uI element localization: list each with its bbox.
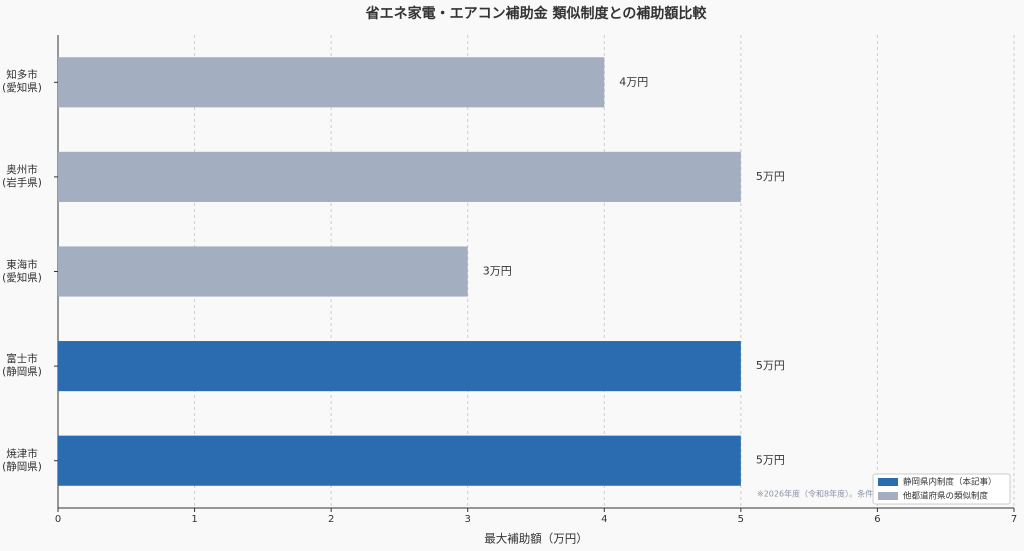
x-tick-label: 5 — [738, 514, 744, 525]
x-axis-label: 最大補助額（万円） — [484, 532, 588, 546]
value-label: 3万円 — [483, 265, 512, 278]
x-tick-label: 4 — [601, 514, 607, 525]
value-label: 5万円 — [756, 454, 785, 467]
value-label: 5万円 — [756, 359, 785, 372]
y-tick-label: 東海市 (愛知県) — [2, 258, 42, 284]
chart-title: 省エネ家電・エアコン補助金 類似制度との補助額比較 — [365, 5, 708, 22]
bar — [58, 246, 468, 297]
legend-swatch — [878, 478, 898, 486]
x-tick-label: 0 — [55, 514, 61, 525]
bar — [58, 151, 741, 202]
x-tick-label: 1 — [191, 514, 197, 525]
x-tick-label: 3 — [465, 514, 471, 525]
value-label: 4万円 — [619, 75, 648, 88]
legend-label: 静岡県内制度（本記事） — [903, 477, 997, 488]
legend-label: 他都道府県の類似制度 — [903, 491, 989, 502]
legend-box — [872, 473, 1011, 505]
bar — [58, 57, 605, 108]
y-tick-label: 富士市 (静岡県) — [2, 353, 42, 379]
y-tick-label: 知多市 (愛知県) — [2, 69, 42, 95]
x-tick-label: 7 — [1011, 514, 1017, 525]
legend-swatch — [878, 492, 898, 500]
y-tick-label: 焼津市 (静岡県) — [2, 447, 42, 473]
value-label: 5万円 — [756, 170, 785, 183]
bar — [58, 341, 741, 392]
y-tick-label: 奥州市 (岩手県) — [2, 163, 42, 189]
x-tick-label: 2 — [328, 514, 334, 525]
bar — [58, 435, 741, 486]
x-tick-label: 6 — [874, 514, 880, 525]
note: ※2026年度（令和8年度）。条件 — [757, 489, 873, 499]
